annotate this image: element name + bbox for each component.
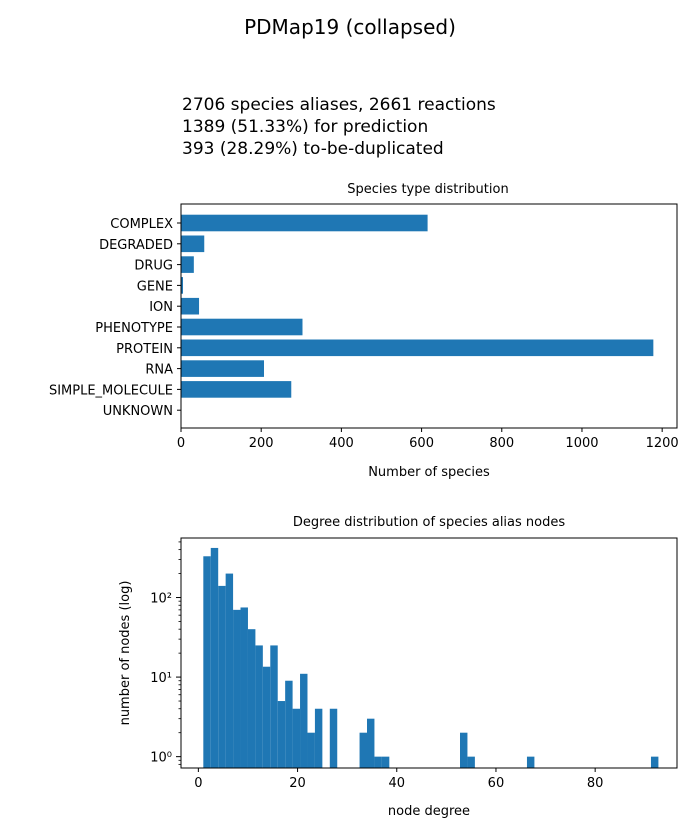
- degree-plot-frame: [180, 537, 678, 769]
- species-bar-ion: [181, 297, 200, 315]
- degree-histogram-bar: [247, 629, 256, 768]
- degree-histogram-bar: [225, 573, 234, 768]
- species-type-x-axis-label: Number of species: [368, 465, 490, 480]
- degree-histogram-bar: [292, 708, 301, 768]
- species-y-tick-label: COMPLEX: [110, 217, 173, 232]
- degree-histogram-bar: [374, 756, 382, 768]
- degree-y-tick-label: 10⁰: [150, 751, 172, 766]
- species-bar-simple-molecule: [181, 381, 292, 398]
- species-y-tick-label: UNKNOWN: [103, 404, 173, 419]
- degree-histogram-bar: [314, 708, 323, 768]
- degree-x-tick-label: 80: [587, 776, 604, 791]
- degree-distribution-chart: Degree distribution of species alias nod…: [118, 515, 678, 819]
- degree-histogram-bar: [329, 708, 338, 768]
- degree-x-tick-label: 60: [488, 776, 505, 791]
- info-line-2: 1389 (51.33%) for prediction: [182, 117, 428, 137]
- degree-histogram-bar: [307, 732, 315, 768]
- degree-y-ticks: 10⁰ 10¹ 10²: [150, 541, 181, 766]
- species-y-tick-label: PHENOTYPE: [95, 321, 173, 336]
- species-bar-rna: [181, 360, 265, 377]
- degree-histogram-bar: [203, 556, 211, 768]
- species-type-chart: Species type distribution COMPLEX DEGRADE…: [49, 182, 679, 480]
- species-bar-gene: [181, 277, 184, 294]
- degree-histogram-outlier-bar: [460, 732, 468, 768]
- degree-histogram-bar: [277, 701, 286, 768]
- degree-histogram-bar: [210, 547, 219, 768]
- degree-histogram-bar: [285, 680, 293, 768]
- degree-x-tick-label: 20: [289, 776, 306, 791]
- degree-histogram-outlier-bar: [650, 756, 659, 768]
- species-y-tick-label: ION: [149, 300, 173, 315]
- species-y-tick-label: GENE: [137, 279, 173, 294]
- species-x-tick-label: 1000: [565, 436, 598, 451]
- species-bar-phenotype: [181, 318, 303, 336]
- species-y-tick-label: RNA: [145, 363, 173, 378]
- info-line-1: 2706 species aliases, 2661 reactions: [182, 95, 496, 115]
- degree-histogram-outlier-bar: [467, 756, 475, 768]
- degree-histogram-outlier-bar: [526, 756, 535, 768]
- species-bar-drug: [181, 256, 194, 273]
- species-bar-complex: [181, 214, 428, 232]
- species-x-tick-label: 200: [249, 436, 274, 451]
- species-bar-degraded: [181, 235, 205, 253]
- species-y-tick-label: PROTEIN: [116, 342, 173, 357]
- degree-y-axis-label: number of nodes (log): [118, 581, 133, 726]
- species-x-tick-label: 1200: [646, 436, 679, 451]
- degree-histogram-bar: [270, 645, 278, 768]
- species-type-plot-frame: [180, 203, 678, 429]
- degree-x-tick-label: 40: [388, 776, 405, 791]
- degree-histogram-bar: [262, 666, 271, 768]
- species-y-tick-label: DRUG: [134, 259, 173, 274]
- species-x-tick-label: 400: [329, 436, 354, 451]
- degree-distribution-chart-title: Degree distribution of species alias nod…: [293, 515, 566, 530]
- degree-y-tick-label: 10²: [150, 592, 172, 607]
- degree-histogram-bars: [203, 547, 659, 768]
- degree-histogram-bar: [300, 673, 308, 768]
- species-type-y-ticks: COMPLEX DEGRADED DRUG GENE ION PHENOTYPE PROTE…: [49, 217, 181, 419]
- degree-histogram-bar: [381, 756, 390, 768]
- species-x-tick-label: 800: [489, 436, 514, 451]
- degree-histogram-bar: [255, 645, 263, 768]
- degree-histogram-bar: [240, 607, 248, 768]
- degree-histogram-bar: [367, 718, 375, 768]
- degree-x-tick-label: 0: [194, 776, 202, 791]
- degree-x-axis-label: node degree: [388, 804, 470, 819]
- species-type-x-ticks: 0 200 400 600 800 1000 1200: [177, 428, 679, 451]
- figure-title: PDMap19 (collapsed): [244, 15, 456, 39]
- species-y-tick-label: SIMPLE_MOLECULE: [49, 383, 173, 398]
- info-line-3: 393 (28.29%) to-be-duplicated: [182, 139, 444, 159]
- species-type-bars: [181, 214, 654, 398]
- species-bar-protein: [181, 339, 654, 357]
- degree-histogram-bar: [233, 609, 241, 768]
- species-type-chart-title: Species type distribution: [347, 182, 508, 197]
- degree-y-tick-label: 10¹: [150, 671, 172, 686]
- species-y-tick-label: DEGRADED: [99, 238, 173, 253]
- species-x-tick-label: 600: [409, 436, 434, 451]
- degree-x-ticks: 0 20 40 60 80: [194, 768, 603, 791]
- degree-histogram-bar: [359, 732, 367, 768]
- species-x-tick-label: 0: [177, 436, 185, 451]
- degree-histogram-bar: [218, 585, 226, 768]
